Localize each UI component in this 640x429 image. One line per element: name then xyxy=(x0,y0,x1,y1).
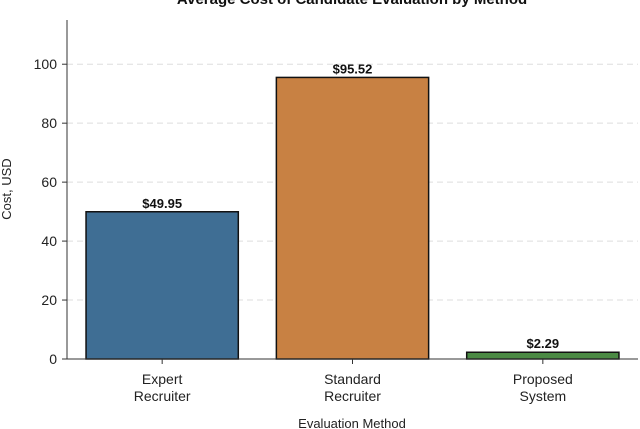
bar-value-label: $2.29 xyxy=(527,336,560,351)
bar xyxy=(275,76,430,360)
y-tick-label: 0 xyxy=(49,351,57,367)
bar xyxy=(465,351,620,360)
bar-value-label: $49.95 xyxy=(142,196,182,211)
x-axis-ticks: ExpertRecruiterStandardRecruiterProposed… xyxy=(134,359,573,404)
y-axis-title: Cost, USD xyxy=(0,158,14,219)
x-tick-label: Recruiter xyxy=(324,388,381,404)
bar-value-label: $95.52 xyxy=(333,61,373,76)
y-axis-ticks: 0 20 40 60 80 100 xyxy=(34,56,67,367)
x-tick-label: Expert xyxy=(142,371,183,387)
y-tick-label: 40 xyxy=(41,233,57,249)
x-tick-label: Proposed xyxy=(513,371,573,387)
y-tick-label: 20 xyxy=(41,292,57,308)
x-axis-title: Evaluation Method xyxy=(298,416,406,429)
y-tick-label: 100 xyxy=(34,56,58,72)
x-tick-label: Standard xyxy=(324,371,381,387)
chart-title: Average Cost of Candidate Evaluation by … xyxy=(177,0,527,8)
x-tick-label: System xyxy=(519,388,566,404)
data-labels: $49.95 $95.52 $2.29 xyxy=(142,61,559,351)
y-tick-label: 80 xyxy=(41,115,57,131)
x-tick-label: Recruiter xyxy=(134,388,191,404)
y-tick-label: 60 xyxy=(41,174,57,190)
bar xyxy=(85,211,240,360)
bars xyxy=(85,76,620,360)
